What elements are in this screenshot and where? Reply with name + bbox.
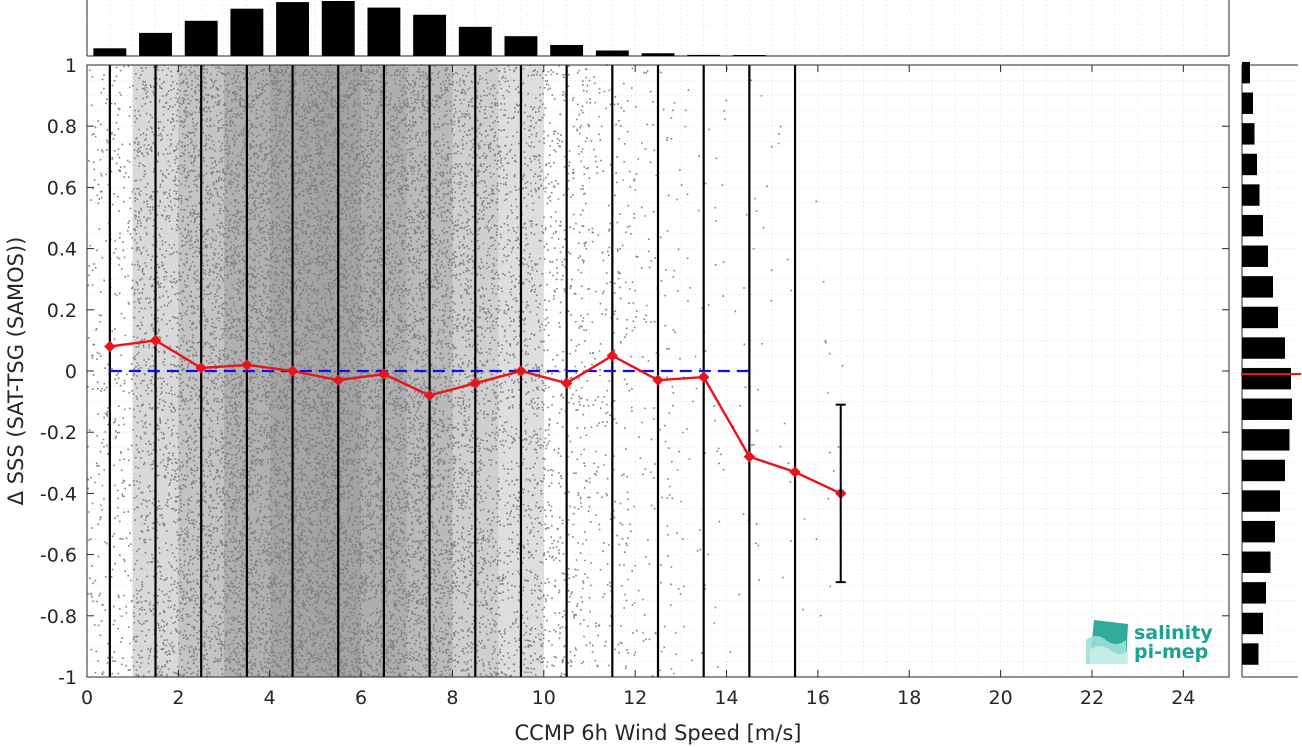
right-hist-bar <box>1242 92 1253 114</box>
top-hist-bar <box>276 2 310 57</box>
median-point <box>286 365 299 377</box>
top-hist-bar <box>413 14 447 56</box>
median-point <box>789 466 801 478</box>
median-point <box>560 377 573 389</box>
x-tick-label: 22 <box>1080 687 1104 709</box>
right-histogram <box>1241 61 1301 665</box>
x-tick-label: 12 <box>623 687 647 709</box>
top-hist-bar <box>687 54 721 56</box>
top-hist-bar <box>321 1 355 56</box>
median-point <box>104 340 116 353</box>
right-hist-bar <box>1242 276 1273 298</box>
y-tick-label: 0.6 <box>47 177 77 199</box>
x-tick-label: 8 <box>446 687 458 709</box>
right-hist-bar <box>1242 123 1255 145</box>
median-point <box>241 359 253 371</box>
y-tick-label: 0.8 <box>47 116 77 138</box>
median-point <box>697 371 710 383</box>
x-tick-label: 2 <box>172 687 184 709</box>
y-tick-label: 1 <box>65 55 77 77</box>
median-point <box>423 389 436 402</box>
right-hist-bar <box>1242 520 1275 543</box>
right-hist-bar <box>1242 61 1250 84</box>
y-tick-label: 0.4 <box>47 239 77 261</box>
y-tick-label: 0 <box>65 361 77 383</box>
top-hist-bar <box>458 26 492 56</box>
median-point <box>195 362 207 374</box>
median-point <box>149 334 162 347</box>
top-hist-bar <box>732 55 766 56</box>
right-hist-bar <box>1242 582 1266 604</box>
median-point <box>469 377 481 389</box>
x-tick-label: 6 <box>355 687 367 709</box>
x-tick-label: 18 <box>897 687 921 709</box>
wave-icon <box>1086 620 1128 664</box>
right-hist-bar <box>1242 153 1257 176</box>
y-tick-label: -0.6 <box>40 545 77 567</box>
y-axis-label: Δ SSS (SAT-TSG (SAMOS)) <box>4 237 28 506</box>
x-tick-label: 0 <box>81 687 93 709</box>
median-point <box>606 349 619 362</box>
x-tick-label: 14 <box>714 687 738 709</box>
top-hist-bar <box>595 50 629 56</box>
median-point <box>743 450 756 463</box>
top-hist-bar <box>139 32 172 56</box>
right-hist-bar <box>1242 459 1285 482</box>
x-tick-label: 20 <box>989 687 1013 709</box>
right-hist-bar <box>1242 429 1290 451</box>
top-hist-bar <box>641 53 675 56</box>
y-tick-label: -0.8 <box>40 606 77 628</box>
x-tick-label: 16 <box>806 687 830 709</box>
right-hist-bar <box>1242 490 1280 512</box>
logo-line1: salinity <box>1134 622 1213 644</box>
error-bar <box>835 403 846 584</box>
logo-line2: pi-mep <box>1134 641 1208 663</box>
right-hist-bar <box>1242 612 1263 635</box>
top-hist-bar <box>504 36 538 56</box>
median-series <box>104 334 847 500</box>
median-point <box>332 374 344 386</box>
top-hist-bar <box>93 48 127 56</box>
top-hist-bar <box>184 20 218 56</box>
right-hist-bar <box>1242 398 1292 420</box>
median-point <box>378 368 390 380</box>
salinity-pi-mep-logo: salinity pi-mep <box>1086 620 1213 664</box>
x-tick-label: 10 <box>532 687 556 709</box>
right-hist-bar <box>1242 245 1268 267</box>
x-axis-ticks: 0 2 4 6 8 10 12 14 16 18 20 22 24 <box>81 65 1195 709</box>
y-tick-label: -1 <box>58 667 77 689</box>
x-tick-label: 4 <box>264 687 276 709</box>
logo-wave <box>1090 646 1128 664</box>
y-tick-label: -0.4 <box>40 483 77 505</box>
x-tick-label: 24 <box>1171 687 1195 709</box>
top-hist-bar <box>230 8 264 56</box>
right-hist-bar <box>1242 306 1278 329</box>
right-hist-bar <box>1242 367 1291 390</box>
median-point <box>652 374 664 386</box>
right-hist-bar <box>1242 551 1271 573</box>
y-tick-label: -0.2 <box>40 422 77 444</box>
right-hist-bar <box>1242 184 1260 206</box>
top-hist-bar <box>367 7 401 57</box>
median-point <box>515 365 527 377</box>
right-hist-bar <box>1242 337 1285 359</box>
right-hist-bar <box>1242 214 1263 237</box>
top-hist-bar <box>550 45 584 56</box>
right-hist-bar <box>1242 643 1259 665</box>
x-axis-label: CCMP 6h Wind Speed [m/s] <box>515 721 802 745</box>
y-axis-ticks: -1 -0.8 -0.6 -0.4 -0.2 0 0.2 0.4 0.6 0.8 1 <box>40 55 1229 689</box>
top-histogram <box>93 1 766 57</box>
y-tick-label: 0.2 <box>47 300 77 322</box>
